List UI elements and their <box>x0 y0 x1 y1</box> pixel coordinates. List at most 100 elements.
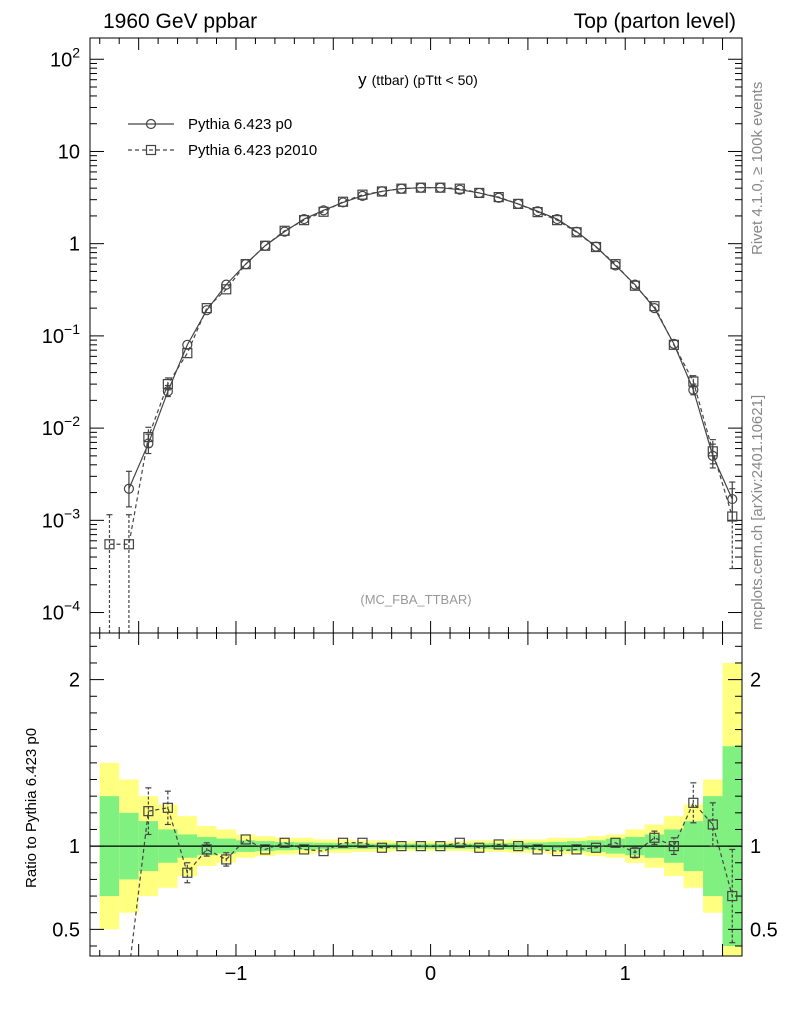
ratio-point-p2010 <box>201 844 212 855</box>
main-point-p2010 <box>260 240 271 251</box>
ratio-line-p2010 <box>130 801 733 956</box>
ratio-point-p2010 <box>279 837 290 848</box>
ratio-point-p2010 <box>590 842 602 853</box>
header-energy: 1960 GeV ppbar <box>103 10 257 33</box>
ratio-point-p2010 <box>221 854 232 865</box>
main-point-p0 <box>123 483 135 494</box>
legend-marker-p2010 <box>145 144 157 156</box>
main-point-p2010 <box>493 191 504 203</box>
main-point-p2010 <box>298 215 310 226</box>
main-y-tick-label: 102 <box>50 44 80 71</box>
main-point-p2010 <box>513 198 524 210</box>
ratio-point-p2010 <box>552 846 563 857</box>
main-point-p2010 <box>454 183 465 194</box>
plot-title-main: y <box>358 70 367 89</box>
main-point-p2010 <box>552 215 563 226</box>
ratio-y-label: Ratio to Pythia 6.423 p0 <box>23 728 40 888</box>
ratio-point-p2010 <box>318 846 329 857</box>
ratio-x-tick-label: 1 <box>620 963 631 985</box>
main-series-layer <box>104 182 738 633</box>
main-point-p2010 <box>221 284 232 295</box>
main-point-p2010 <box>474 187 485 199</box>
main-point-p2010 <box>357 189 368 200</box>
ratio-point-p2010 <box>629 847 641 858</box>
main-point-p2010 <box>396 183 407 194</box>
ratio-point-p2010 <box>396 841 407 852</box>
rivet-label: Rivet 4.1.0, ≥ 100k events <box>749 82 766 255</box>
main-point-p0 <box>649 303 660 314</box>
ratio-y-tick-label-right: 0.5 <box>750 919 778 941</box>
main-point-p2010 <box>707 446 718 457</box>
main-point-p0 <box>182 339 193 350</box>
ratio-x-tick-label: 0 <box>425 963 436 985</box>
main-y-tick-label: 10−3 <box>42 505 80 532</box>
main-y-tick-label: 10−1 <box>42 321 80 348</box>
main-point-p2010 <box>201 303 212 314</box>
main-point-p2010 <box>376 186 388 197</box>
ratio-point-p2010 <box>357 837 368 848</box>
ratio-y-tick-label-right: 1 <box>750 836 761 858</box>
ratio-y-tick-label-left: 0.5 <box>52 919 80 941</box>
main-point-p2010 <box>610 259 621 270</box>
main-point-p2010 <box>182 348 193 359</box>
ratio-point-p2010 <box>454 837 465 848</box>
header-process: Top (parton level) <box>574 10 736 33</box>
main-point-p2010 <box>688 376 699 387</box>
main-point-p2010 <box>590 241 602 253</box>
main-axis-ticks: 102 10 1 10−1 10−2 10−3 10−4 <box>42 38 743 633</box>
main-point-p2010 <box>649 301 660 312</box>
main-point-p2010 <box>415 182 426 193</box>
main-point-p2010 <box>435 182 446 193</box>
ratio-point-p2010 <box>415 841 426 852</box>
main-line-p2010 <box>109 187 733 545</box>
ratio-bands-layer <box>99 662 742 956</box>
ratio-point-p2010 <box>610 837 621 848</box>
mcplots-label: mcplots.cern.ch [arXiv:2401.10621] <box>749 395 766 630</box>
ratio-point-p2010 <box>143 806 154 817</box>
ratio-x-tick-label: −1 <box>225 963 248 985</box>
plot-title: y (ttbar) (pTtt < 50) <box>358 70 478 89</box>
ratio-frame <box>89 632 743 957</box>
main-point-p2010 <box>143 431 154 443</box>
main-y-tick-label: 10 <box>58 141 80 163</box>
ratio-y-tick-label-left: 1 <box>69 836 80 858</box>
legend-label-p2010: Pythia 6.423 p2010 <box>188 142 317 159</box>
main-point-p2010 <box>337 196 349 207</box>
main-point-p0 <box>727 493 738 505</box>
analysis-tag: (MC_FBA_TTBAR) <box>360 592 471 607</box>
legend-marker-p0 <box>145 118 157 130</box>
ratio-point-p2010 <box>240 834 251 845</box>
ratio-point-p2010 <box>260 844 271 855</box>
ratio-point-p2010 <box>688 797 699 808</box>
main-point-p2010 <box>571 227 582 238</box>
main-point-p0 <box>201 305 212 316</box>
ratio-point-p2010 <box>707 819 718 830</box>
ratio-y-tick-label-right: 2 <box>750 670 761 692</box>
plot-title-sub: (ttbar) (pTtt < 50) <box>372 72 478 88</box>
ratio-point-p2010 <box>162 802 173 813</box>
main-point-p2010 <box>629 280 641 291</box>
ratio-point-p2010 <box>727 890 738 902</box>
ratio-y-tick-label-left: 2 <box>69 670 80 692</box>
ratio-point-p2010 <box>668 841 679 852</box>
main-y-tick-label: 10−2 <box>42 413 80 440</box>
ratio-series-layer <box>130 782 738 956</box>
legend-label-p0: Pythia 6.423 p0 <box>188 116 292 133</box>
ratio-point-p2010 <box>376 842 388 853</box>
main-y-tick-label: 1 <box>69 234 80 256</box>
ratio-point-p2010 <box>337 837 349 848</box>
ratio-point-p2010 <box>493 839 504 850</box>
main-point-p2010 <box>104 539 115 550</box>
ratio-point-p2010 <box>649 832 660 843</box>
ratio-point-p2010 <box>298 844 310 855</box>
main-point-p2010 <box>727 511 738 522</box>
main-point-p0 <box>337 197 349 208</box>
main-point-p2010 <box>532 207 543 218</box>
ratio-point-p2010 <box>435 841 446 852</box>
main-point-p2010 <box>123 539 135 550</box>
legend: Pythia 6.423 p0 Pythia 6.423 p2010 <box>128 116 317 159</box>
ratio-point-p2010 <box>182 867 193 878</box>
main-point-p2010 <box>279 225 290 236</box>
main-point-p2010 <box>318 206 329 217</box>
